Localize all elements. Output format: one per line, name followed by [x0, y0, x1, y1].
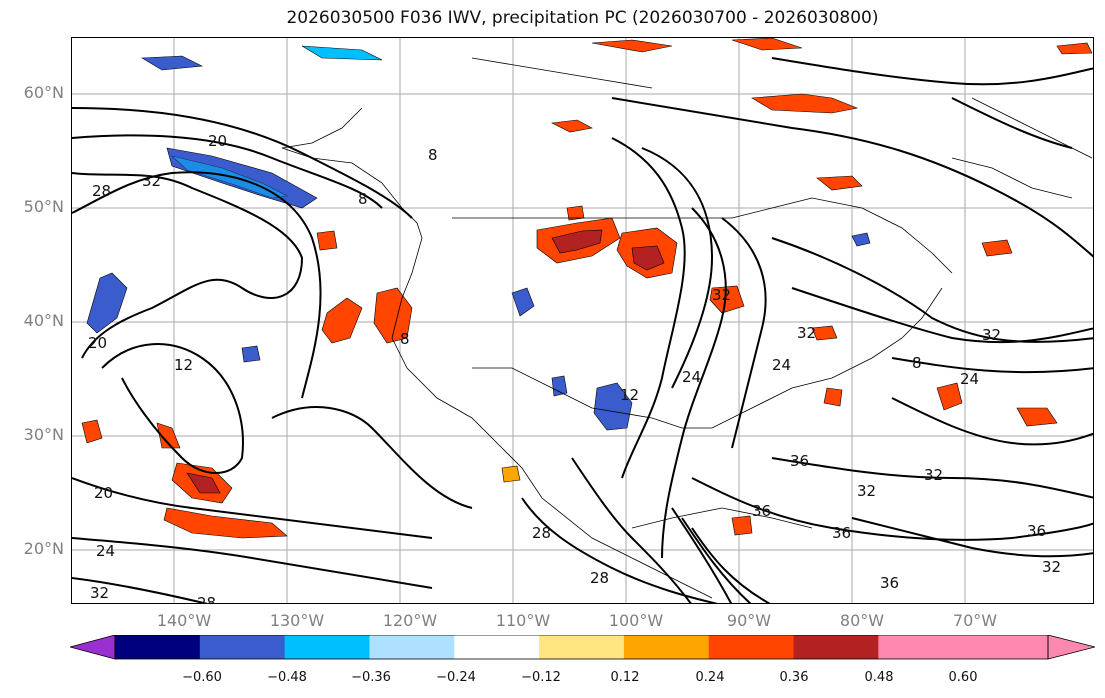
colorbar-cells	[115, 635, 1049, 659]
colorbar-frame	[114, 635, 1049, 660]
colorbar	[70, 635, 1095, 660]
lat-label-50n: 50°N	[23, 197, 64, 216]
contour-label: 28	[92, 182, 111, 200]
lat-label-30n: 30°N	[23, 425, 64, 444]
positive-precip-anomaly-areas	[81, 38, 1093, 539]
map-title: 2026030500 F036 IWV, precipitation PC (2…	[286, 8, 879, 28]
contour-label: 24	[772, 356, 791, 374]
contour-label: 32	[90, 584, 109, 602]
colorbar-cell	[878, 635, 964, 659]
iwv-contours	[72, 57, 1093, 603]
lon-label-100w: 100°W	[608, 611, 664, 630]
coastlines-and-borders	[281, 57, 1093, 599]
lat-label-20n: 20°N	[23, 539, 64, 558]
colorbar-cell	[793, 635, 879, 659]
contour-label: 8	[912, 354, 922, 372]
colorbar-tick-label: 0.60	[948, 670, 978, 685]
map-canvas: 20 28 32 8 8 8 20 12 20 24 32 28 32 32 2…	[72, 38, 1093, 604]
colorbar-tick-label: −0.36	[351, 670, 391, 685]
contour-label: 12	[174, 356, 193, 374]
contour-label: 24	[682, 368, 701, 386]
contour-label: 36	[790, 452, 809, 470]
negative-precip-anomaly-areas	[86, 45, 871, 431]
colorbar-cell	[284, 635, 370, 659]
lat-label-60n: 60°N	[23, 83, 64, 102]
contour-label: 12	[620, 386, 639, 404]
colorbar-tick-label: 0.36	[779, 670, 809, 685]
contour-label: 28	[197, 594, 216, 604]
lon-label-70w: 70°W	[952, 611, 998, 630]
lon-label-120w: 120°W	[382, 611, 438, 630]
colorbar-cell	[199, 635, 286, 659]
colorbar-tick-label: 0.24	[695, 670, 725, 685]
colorbar-cell	[539, 635, 625, 659]
lon-label-90w: 90°W	[726, 611, 772, 630]
map-panel: 20 28 32 8 8 8 20 12 20 24 32 28 32 32 2…	[71, 37, 1094, 604]
contour-label: 20	[208, 132, 227, 150]
contour-label: 36	[832, 524, 851, 542]
graticule	[72, 38, 1093, 603]
contour-label: 8	[428, 146, 438, 164]
lon-label-80w: 80°W	[839, 611, 885, 630]
lon-label-140w: 140°W	[156, 611, 212, 630]
lon-label-110w: 110°W	[495, 611, 551, 630]
contour-label: 36	[880, 574, 899, 592]
colorbar-tick-label: 0.12	[610, 670, 640, 685]
contour-label: 32	[857, 482, 876, 500]
lat-label-40n: 40°N	[23, 311, 64, 330]
contour-label: 32	[712, 286, 731, 304]
lon-label-130w: 130°W	[269, 611, 325, 630]
colorbar-tick-label: 0.48	[864, 670, 894, 685]
colorbar-cell	[115, 635, 201, 659]
colorbar-tick-label: −0.48	[267, 670, 307, 685]
colorbar-cell	[708, 635, 795, 659]
colorbar-extend-left	[70, 635, 116, 660]
contour-label: 24	[960, 370, 979, 388]
contour-label: 32	[142, 172, 161, 190]
contour-label: 36	[752, 502, 771, 520]
colorbar-extend-right	[1047, 635, 1095, 660]
contour-label: 32	[1042, 558, 1061, 576]
colorbar-cell	[369, 635, 455, 659]
colorbar-tick-label: −0.12	[521, 670, 561, 685]
contour-label: 24	[96, 542, 115, 560]
contour-label: 28	[532, 524, 551, 542]
contour-label: 20	[94, 484, 113, 502]
contour-label: 32	[924, 466, 943, 484]
colorbar-cell	[454, 635, 540, 659]
colorbar-tick-label: −0.60	[182, 670, 222, 685]
contour-label: 20	[88, 334, 107, 352]
colorbar-tick-label: −0.24	[436, 670, 476, 685]
contour-label: 36	[1027, 522, 1046, 540]
colorbar-cell	[963, 635, 1049, 659]
contour-label: 8	[358, 190, 368, 208]
contour-label: 8	[400, 330, 410, 348]
colorbar-cell	[623, 635, 710, 659]
contour-label: 32	[982, 326, 1001, 344]
contour-label: 32	[797, 324, 816, 342]
contour-labels: 20 28 32 8 8 8 20 12 20 24 32 28 32 32 2…	[88, 132, 1061, 604]
contour-label: 28	[590, 569, 609, 587]
